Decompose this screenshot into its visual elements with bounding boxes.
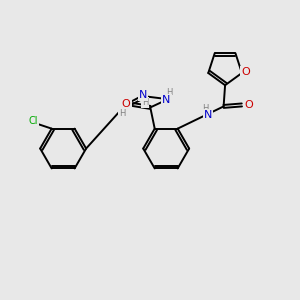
Text: O: O	[241, 68, 250, 77]
Text: N: N	[204, 110, 212, 120]
Text: H: H	[119, 110, 125, 118]
Text: H: H	[202, 104, 209, 113]
Text: N: N	[139, 90, 147, 100]
Text: N: N	[162, 95, 171, 105]
Text: O: O	[244, 100, 253, 110]
Text: Cl: Cl	[28, 116, 38, 126]
Text: H: H	[142, 98, 148, 107]
Text: O: O	[122, 100, 130, 110]
Text: H: H	[166, 88, 172, 97]
